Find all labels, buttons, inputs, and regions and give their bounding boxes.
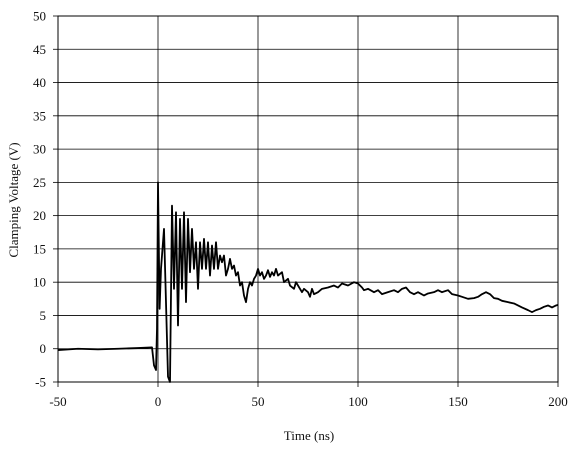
y-axis-label: Clamping Voltage (V): [6, 142, 21, 257]
x-tick-label: 50: [252, 394, 265, 409]
y-tick-label: 20: [33, 208, 46, 223]
y-tick-label: 5: [40, 308, 47, 323]
y-tick-label: -5: [35, 375, 46, 390]
y-tick-label: 0: [40, 341, 47, 356]
y-tick-label: 25: [33, 175, 46, 190]
data-layer: [57, 181, 559, 383]
y-tick-label: 10: [33, 275, 46, 290]
x-tick-label: -50: [49, 394, 66, 409]
y-tick-label: 15: [33, 241, 46, 256]
series-line: [57, 181, 559, 383]
x-tick-label: 0: [155, 394, 162, 409]
x-tick-label: 200: [548, 394, 568, 409]
plot-area-border: [57, 15, 559, 383]
grid-layer: [57, 15, 559, 383]
y-tick-label: 30: [33, 142, 46, 157]
x-tick-label: 100: [348, 394, 368, 409]
y-tick-label: 40: [33, 75, 46, 90]
label-layer: Time (ns) Clamping Voltage (V): [6, 142, 334, 443]
x-axis-label: Time (ns): [284, 428, 334, 443]
y-tick-label: 45: [33, 42, 46, 57]
x-tick-label: 150: [448, 394, 468, 409]
y-tick-label: 35: [33, 108, 46, 123]
y-tick-label: 50: [33, 9, 46, 24]
